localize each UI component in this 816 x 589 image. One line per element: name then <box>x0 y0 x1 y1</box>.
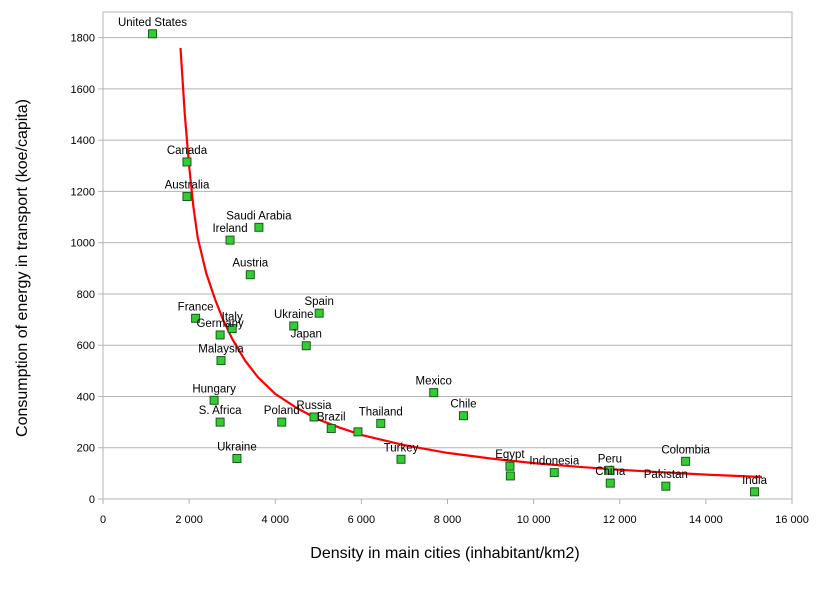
point-label: Peru <box>598 453 622 465</box>
point-label: S. Africa <box>199 405 242 417</box>
point-label: Ireland <box>212 223 247 235</box>
point-label: Japan <box>291 329 322 341</box>
point-label: Mexico <box>416 376 452 388</box>
x-tick-label: 6 000 <box>348 514 376 526</box>
data-point <box>232 454 242 464</box>
point-label: Poland <box>264 405 300 417</box>
y-tick-label: 1600 <box>71 84 95 96</box>
x-tick-label: 14 000 <box>689 514 723 526</box>
data-point <box>505 471 515 481</box>
data-points: United States Canada Australia Saudi Arabia… <box>118 17 768 497</box>
point-label: China <box>595 466 626 478</box>
point-label: Chile <box>450 399 476 411</box>
point-label: Ukraine <box>274 309 314 321</box>
point-label: Australia <box>165 180 210 192</box>
point-label: Brazil <box>317 412 346 424</box>
x-axis-title: Density in main cities (inhabitant/km2) <box>310 545 579 562</box>
data-point <box>225 235 235 245</box>
point-label: France <box>178 301 214 313</box>
data-point <box>309 412 319 422</box>
y-tick-label: 600 <box>77 340 95 352</box>
point-label: Italy <box>222 312 243 324</box>
data-point <box>396 454 406 464</box>
point-label: India <box>742 475 768 487</box>
data-point <box>289 321 299 331</box>
data-point <box>148 29 158 39</box>
x-tick-label: 0 <box>100 514 106 526</box>
x-tick-label: 10 000 <box>517 514 551 526</box>
point-label: Saudi Arabia <box>226 210 292 222</box>
data-point <box>215 417 225 427</box>
y-tick-label: 400 <box>77 391 95 403</box>
data-point <box>458 411 468 421</box>
point-label: Canada <box>167 145 208 157</box>
data-point <box>277 417 287 427</box>
data-point <box>326 424 336 434</box>
data-point <box>209 395 219 405</box>
x-tick-label: 4 000 <box>261 514 289 526</box>
data-point <box>245 270 255 280</box>
data-point <box>750 487 760 497</box>
data-point <box>215 330 225 340</box>
point-label: Turkey <box>384 442 419 454</box>
data-point <box>661 481 671 491</box>
data-point <box>376 418 386 428</box>
y-tick-label: 1800 <box>71 33 95 45</box>
x-tick-label: 8 000 <box>434 514 462 526</box>
data-point <box>549 468 559 478</box>
x-axis-ticks: 0 2 000 4 000 6 000 8 000 10 000 12 000 14 000 1… <box>100 499 809 526</box>
trendline-group <box>179 47 762 479</box>
plot-area <box>102 11 793 500</box>
point-label: Russia <box>296 400 332 412</box>
point-label: Egypt <box>495 449 525 461</box>
y-axis-ticks: 0 200 400 600 800 1000 1200 1400 1600 1800 <box>71 33 103 506</box>
point-label: Pakistan <box>644 469 688 481</box>
data-point <box>505 461 515 471</box>
data-point <box>191 313 201 323</box>
data-point <box>429 388 439 398</box>
data-point <box>301 341 311 351</box>
data-point <box>182 192 192 202</box>
data-point <box>227 324 237 334</box>
data-point <box>216 356 226 366</box>
y-axis-title: Consumption of energy in transport (koe/… <box>14 99 31 437</box>
y-tick-label: 800 <box>77 289 95 301</box>
x-tick-label: 16 000 <box>775 514 809 526</box>
point-label: Thailand <box>359 406 403 418</box>
trendline <box>179 47 762 479</box>
data-point <box>182 157 192 167</box>
data-point <box>254 222 264 232</box>
point-label: Germany <box>196 318 244 330</box>
point-label: United States <box>118 17 187 29</box>
data-point <box>353 427 363 437</box>
data-point <box>681 456 691 466</box>
y-tick-label: 1400 <box>71 135 95 147</box>
y-tick-label: 200 <box>77 443 95 455</box>
data-point <box>605 478 615 488</box>
data-point <box>605 465 615 475</box>
point-label: Colombia <box>661 444 710 456</box>
data-point <box>314 308 324 318</box>
x-tick-label: 2 000 <box>175 514 203 526</box>
point-label: Austria <box>232 258 268 270</box>
x-tick-label: 12 000 <box>603 514 637 526</box>
point-label: Hungary <box>192 383 236 395</box>
y-tick-label: 1000 <box>71 238 95 250</box>
point-label: Spain <box>304 296 333 308</box>
point-label: Ukraine <box>217 442 257 454</box>
point-label: Indonesia <box>529 456 579 468</box>
y-tick-label: 0 <box>89 494 95 506</box>
point-label: Malaysia <box>198 344 244 356</box>
y-tick-label: 1200 <box>71 186 95 198</box>
